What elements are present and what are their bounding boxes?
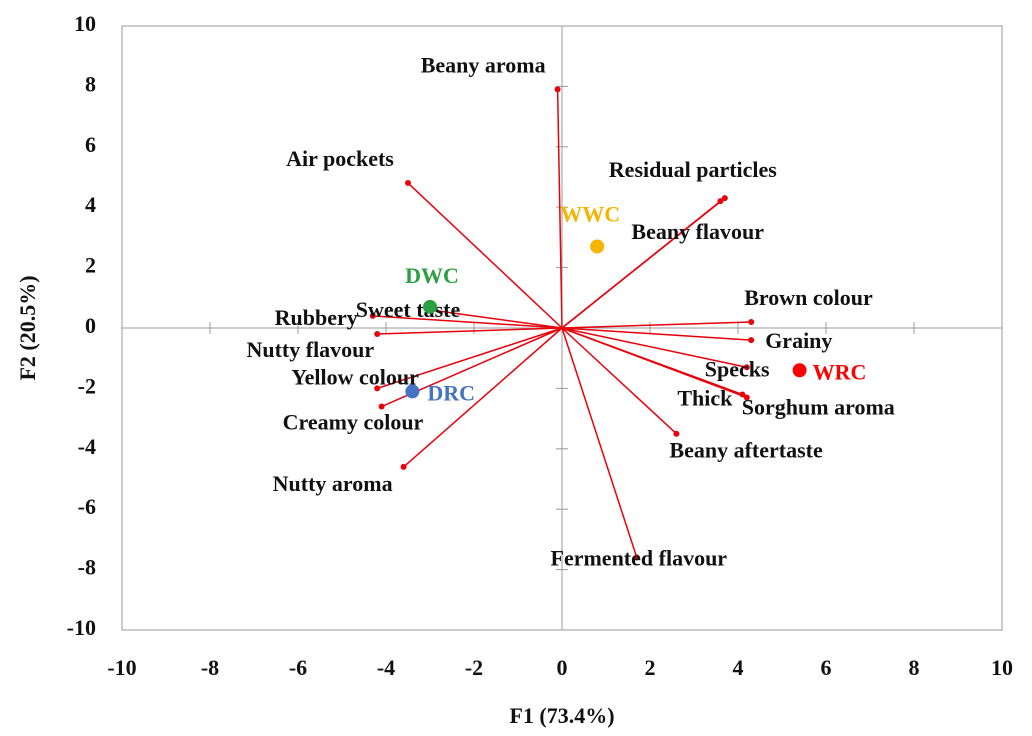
loading-vector: [372, 315, 563, 329]
observation-label: WWC: [560, 202, 620, 227]
observation-point: [423, 299, 437, 314]
loading-vector: [561, 327, 677, 435]
vector-label: Air pockets: [286, 146, 394, 171]
vector-label: Beany aroma: [421, 52, 546, 77]
loading-vector: [403, 327, 563, 468]
loading-vector: [429, 309, 563, 329]
vector-end: [717, 198, 724, 205]
y-tick-label: 0: [85, 313, 96, 338]
observation-point: [792, 363, 807, 378]
vector-end: [743, 394, 750, 401]
vector-label: Rubbery: [275, 305, 358, 330]
y-axis-label: F2 (20.5%): [15, 275, 40, 380]
vector-end: [400, 463, 407, 470]
vector-end: [673, 430, 680, 437]
x-tick-label: -8: [201, 655, 219, 680]
vector-label: Nutty flavour: [246, 337, 374, 362]
loading-vector: [407, 182, 563, 329]
vector-label: Creamy colour: [283, 410, 424, 435]
vector-label: Brown colour: [744, 285, 873, 310]
y-tick-label: -2: [78, 373, 96, 398]
observation-label: DWC: [405, 263, 459, 288]
vector-label: Beany aftertaste: [669, 438, 823, 463]
loading-vector: [377, 327, 563, 335]
vector-label: Sweet taste: [356, 297, 461, 322]
y-tick-label: 8: [85, 71, 96, 96]
vector-label: Grainy: [765, 328, 832, 353]
observation-label: WRC: [813, 359, 867, 384]
y-tick-label: -6: [78, 494, 96, 519]
x-tick-label: 10: [991, 655, 1013, 680]
y-tick-label: 6: [85, 132, 96, 157]
loading-vector: [561, 327, 638, 558]
vector-end: [369, 312, 376, 319]
vector-end: [554, 86, 561, 93]
loading-vector: [376, 327, 563, 390]
vector-label: Sorghum aroma: [742, 395, 895, 420]
loading-vector: [561, 321, 752, 329]
vector-label: Thick: [677, 385, 733, 410]
y-tick-label: 4: [85, 192, 96, 217]
loading-vector: [561, 200, 721, 329]
x-tick-label: 2: [645, 655, 656, 680]
vector-end: [374, 385, 381, 392]
loading-vector: [561, 327, 748, 399]
x-tick-label: -2: [465, 655, 483, 680]
x-tick-label: -10: [107, 655, 136, 680]
x-tick-label: 8: [909, 655, 920, 680]
y-tick-label: -8: [78, 555, 96, 580]
vector-label: Yellow colour: [291, 364, 419, 389]
x-tick-label: -6: [289, 655, 307, 680]
loading-vector: [561, 327, 747, 368]
y-tick-label: -10: [67, 615, 96, 640]
vector-label: Specks: [705, 356, 770, 381]
vector-end: [633, 554, 640, 561]
vector-label: Beany flavour: [631, 219, 764, 244]
vector-label: Nutty aroma: [273, 471, 393, 496]
x-tick-label: -4: [377, 655, 395, 680]
y-tick-label: -4: [78, 434, 96, 459]
vector-end: [743, 364, 750, 371]
vector-end: [721, 195, 728, 202]
vector-label: Residual particles: [609, 157, 777, 182]
vector-end: [405, 180, 411, 187]
vector-end: [748, 337, 755, 344]
x-axis-label: F1 (73.4%): [509, 703, 614, 728]
observation-point: [405, 384, 420, 399]
x-tick-label: 6: [821, 655, 832, 680]
x-tick-label: 4: [733, 655, 744, 680]
x-tick-label: 0: [557, 655, 568, 680]
observation-label: DRC: [427, 380, 475, 405]
vector-end: [374, 331, 381, 338]
y-tick-label: 2: [85, 253, 96, 278]
vector-end: [378, 403, 385, 410]
vector-end: [748, 318, 755, 325]
loading-vector: [556, 89, 563, 329]
vector-label: Fermented flavour: [551, 546, 728, 571]
observation-point: [590, 239, 605, 254]
y-tick-label: 10: [74, 11, 96, 36]
loading-vector: [561, 327, 752, 341]
